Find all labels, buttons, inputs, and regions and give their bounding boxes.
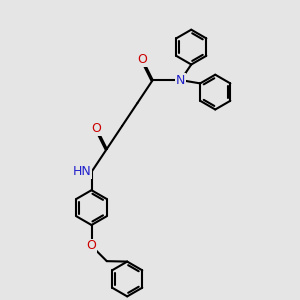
Text: N: N [176, 74, 185, 87]
Text: O: O [92, 122, 101, 135]
Text: O: O [87, 239, 96, 252]
Text: O: O [138, 53, 147, 66]
Text: HN: HN [73, 165, 92, 178]
